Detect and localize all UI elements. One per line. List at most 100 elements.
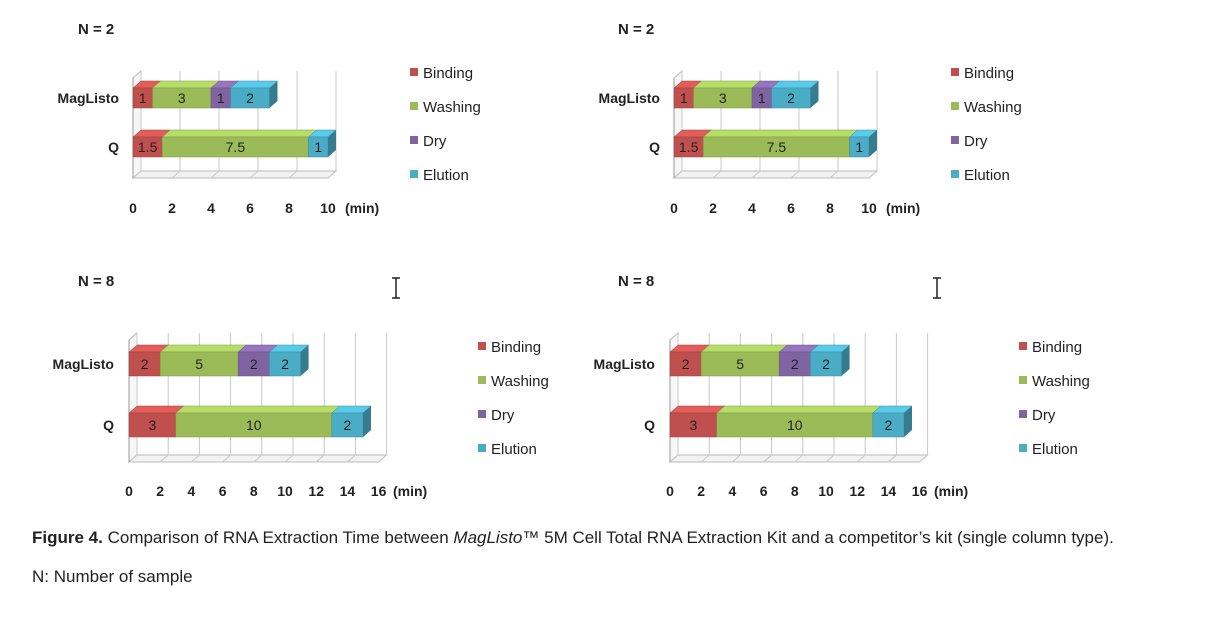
- gridline-floor: [159, 454, 169, 463]
- bar-maglisto-elution-side: [269, 81, 278, 108]
- category-label: Q: [108, 139, 119, 155]
- legend-label-binding: Binding: [423, 65, 473, 82]
- legend-swatch-elution: [478, 444, 486, 452]
- legend-label-elution: Elution: [1032, 441, 1078, 458]
- legend-label-dry: Dry: [1032, 407, 1056, 424]
- legend-swatch-elution: [1019, 444, 1027, 452]
- gridline-floor: [919, 454, 928, 463]
- bar-maglisto-washing-top: [151, 80, 220, 89]
- bar-q-washing-top: [702, 129, 859, 138]
- legend-swatch-dry: [1019, 410, 1027, 418]
- data-label: 10: [246, 417, 262, 433]
- bar-maglisto-dry: [778, 351, 811, 377]
- gridline-floor: [888, 454, 897, 463]
- x-tick-label: 4: [729, 483, 737, 499]
- x-tick-label: 4: [748, 200, 756, 216]
- gridline-floor: [669, 454, 679, 463]
- legend-swatch-washing: [478, 376, 486, 384]
- bar-maglisto-elution: [269, 351, 301, 377]
- bar-q-washing: [175, 412, 333, 438]
- category-label: Q: [644, 417, 655, 433]
- legend-swatch-washing: [410, 102, 418, 110]
- x-tick-label: 16: [912, 483, 928, 499]
- data-label: 2: [682, 356, 690, 372]
- gridline-floor: [732, 454, 741, 463]
- category-label: MagListo: [58, 90, 119, 106]
- bar-maglisto-elution-side: [810, 81, 819, 108]
- x-axis-unit-label: (min): [345, 200, 379, 216]
- x-tick-label: 10: [861, 200, 877, 216]
- data-label: 7.5: [767, 139, 787, 155]
- bar-maglisto-washing: [159, 351, 239, 377]
- chart-0: N = 2 0 2 4 6 8 10 (min) MagListo 1 3 1 2 Q 1.5 7.5 1 Bin…: [58, 21, 481, 216]
- data-label: 1: [680, 90, 688, 106]
- bar-maglisto-washing-top: [700, 344, 788, 353]
- x-tick-label: 14: [340, 483, 356, 499]
- chart-title: N = 8: [78, 273, 114, 290]
- bar-maglisto-binding: [128, 351, 161, 377]
- gridline-floor: [763, 454, 772, 463]
- legend-swatch-dry: [478, 410, 486, 418]
- x-axis-unit-label: (min): [934, 483, 968, 499]
- chart-title: N = 8: [618, 273, 654, 290]
- x-tick-label: 10: [818, 483, 834, 499]
- bar-q-binding-top: [128, 405, 185, 414]
- legend-label-washing: Washing: [1032, 373, 1090, 390]
- bar-q-elution-side: [363, 406, 371, 437]
- caption-brand: MagListo: [453, 528, 523, 547]
- legend-label-dry: Dry: [964, 133, 988, 150]
- gridline-floor: [347, 454, 356, 463]
- gridline-floor: [378, 454, 387, 463]
- data-label: 1: [217, 90, 225, 106]
- x-tick-label: 2: [156, 483, 164, 499]
- gridline-floor: [327, 170, 337, 179]
- data-label: 10: [787, 417, 803, 433]
- caption-label: Figure 4.: [32, 528, 103, 547]
- legend-label-binding: Binding: [964, 65, 1014, 82]
- legend-swatch-washing: [1019, 376, 1027, 384]
- bar-maglisto-elution-side: [841, 345, 850, 376]
- legend-swatch-binding: [1019, 342, 1027, 350]
- data-label: 2: [791, 356, 799, 372]
- x-tick-label: 6: [760, 483, 768, 499]
- data-label: 2: [344, 417, 352, 433]
- bar-q-binding-top: [669, 405, 726, 414]
- bar-q-washing-top: [716, 405, 882, 414]
- x-tick-label: 2: [709, 200, 717, 216]
- x-tick-label: 0: [666, 483, 674, 499]
- data-label: 2: [822, 356, 830, 372]
- bar-maglisto-elution: [810, 351, 842, 377]
- gridline-floor: [751, 170, 761, 179]
- x-tick-label: 16: [371, 483, 387, 499]
- gridline-floor: [288, 170, 298, 179]
- x-tick-label: 2: [697, 483, 705, 499]
- legend-swatch-binding: [478, 342, 486, 350]
- gridline-floor: [856, 454, 866, 463]
- gridline-floor: [249, 170, 259, 179]
- legend-swatch-binding: [951, 68, 959, 76]
- bar-q-binding: [669, 412, 718, 438]
- text-cursor-icon: [390, 277, 402, 299]
- bar-q-elution-side: [869, 130, 877, 157]
- bar-maglisto-washing-top: [159, 344, 247, 353]
- x-tick-label: 8: [285, 200, 293, 216]
- gridline-floor: [191, 454, 200, 463]
- data-label: 5: [736, 356, 744, 372]
- x-tick-label: 0: [129, 200, 137, 216]
- data-label: 2: [281, 356, 289, 372]
- caption-text-1: Comparison of RNA Extraction Time betwee…: [102, 528, 454, 547]
- legend-swatch-washing: [951, 102, 959, 110]
- data-label: 2: [250, 356, 258, 372]
- legend-label-elution: Elution: [423, 167, 469, 184]
- gridline-floor: [128, 454, 138, 463]
- gridline-floor: [868, 170, 878, 179]
- bar-q-washing-top: [175, 405, 341, 414]
- x-tick-label: 2: [168, 200, 176, 216]
- gridline-floor: [712, 170, 722, 179]
- floor: [672, 170, 879, 179]
- data-label: 1.5: [138, 139, 158, 155]
- x-axis-unit-label: (min): [886, 200, 920, 216]
- legend-label-binding: Binding: [1032, 339, 1082, 356]
- gridline-floor: [673, 170, 683, 179]
